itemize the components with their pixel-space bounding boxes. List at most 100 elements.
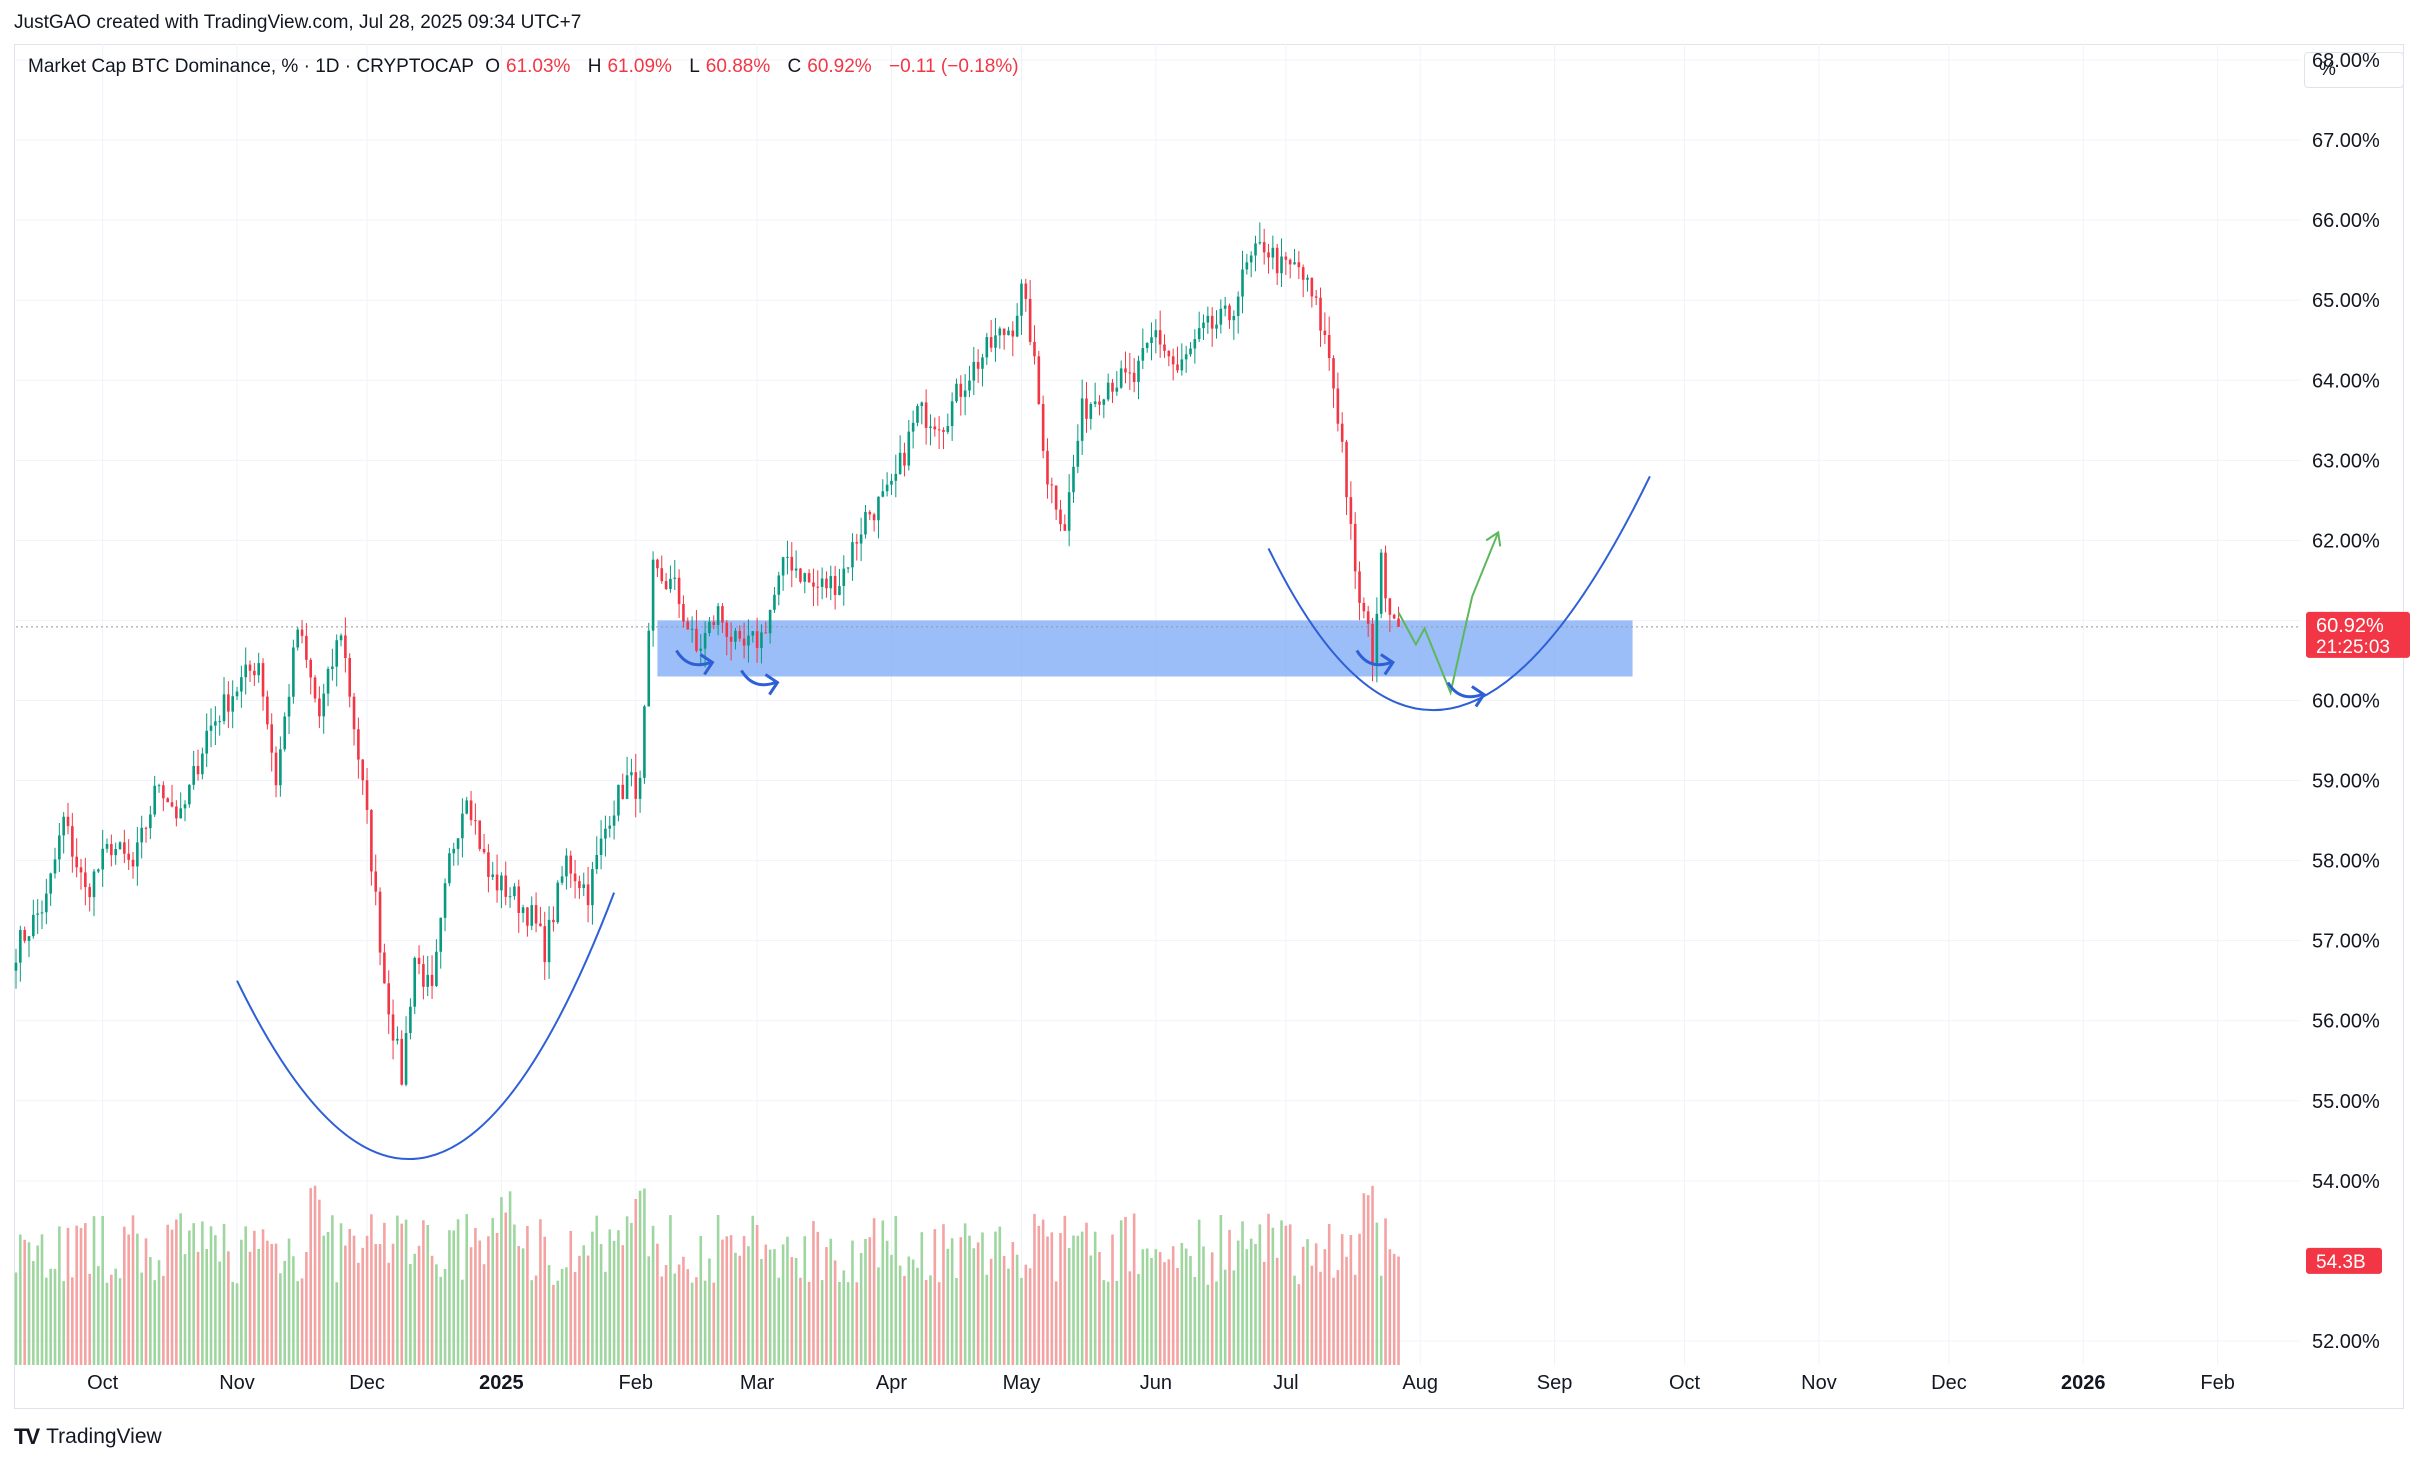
- candle-body: [747, 635, 750, 646]
- candle-body: [916, 406, 919, 423]
- volume-bar: [404, 1219, 408, 1365]
- volume-bar: [469, 1247, 473, 1365]
- candle-body: [1323, 330, 1327, 335]
- volume-bar: [422, 1220, 425, 1365]
- candle-body: [1379, 552, 1383, 614]
- candle-body: [201, 753, 204, 775]
- candle-body: [595, 854, 599, 870]
- candle-body: [348, 658, 352, 697]
- candle-body: [1089, 404, 1093, 419]
- candle-body: [695, 628, 698, 651]
- volume-bar: [1150, 1257, 1153, 1365]
- volume-bar: [630, 1222, 633, 1365]
- volume-bar: [725, 1236, 729, 1365]
- volume-bar: [1137, 1273, 1140, 1365]
- x-tick-label: Dec: [1931, 1372, 1967, 1394]
- candle-body: [1067, 492, 1071, 531]
- candle-body: [361, 759, 365, 781]
- volume-bar: [1397, 1256, 1400, 1365]
- volume-bar: [972, 1248, 976, 1365]
- volume-bar: [1180, 1242, 1184, 1365]
- volume-bar: [634, 1198, 638, 1365]
- percent-scale-button[interactable]: %: [2304, 52, 2404, 88]
- candle-body: [383, 952, 386, 984]
- candle-body: [1206, 315, 1210, 323]
- volume-bar: [586, 1255, 590, 1365]
- candle-body: [1171, 356, 1175, 365]
- candle-body: [604, 828, 607, 839]
- volume-bar: [526, 1225, 529, 1365]
- candle-body: [1072, 466, 1075, 493]
- volume-bar: [521, 1248, 525, 1365]
- candle-body: [920, 402, 924, 407]
- candle-body: [283, 716, 287, 750]
- y-tick-label: 60.00%: [2312, 690, 2380, 712]
- candle-body: [1102, 399, 1106, 405]
- candle-body: [1024, 283, 1028, 299]
- candle-body: [1349, 497, 1353, 524]
- projected-path: [1397, 531, 1500, 696]
- volume-bar: [1288, 1224, 1292, 1365]
- volume-bar: [127, 1234, 130, 1365]
- candle-body: [734, 630, 737, 642]
- y-tick-label: 57.00%: [2312, 931, 2380, 953]
- volume-bar: [963, 1223, 967, 1365]
- candle-body: [664, 581, 668, 590]
- volume-bar: [235, 1283, 239, 1365]
- candle-body: [660, 568, 664, 582]
- candle-body: [630, 772, 633, 776]
- volume-bar: [292, 1256, 295, 1365]
- volume-bar: [751, 1215, 755, 1365]
- volume-bar: [123, 1226, 126, 1365]
- candle-body: [816, 586, 820, 588]
- candle-body: [894, 473, 898, 481]
- candle-body: [703, 633, 707, 649]
- x-tick-label: Feb: [619, 1372, 653, 1394]
- candle-body: [539, 923, 542, 927]
- volume-bar: [335, 1282, 339, 1365]
- volume-bar: [400, 1223, 404, 1365]
- candle-body: [976, 362, 980, 369]
- candle-body: [677, 577, 681, 605]
- volume-bar: [578, 1255, 581, 1365]
- volume-bar: [36, 1245, 39, 1365]
- volume-bar: [539, 1219, 542, 1365]
- candle-body: [166, 798, 169, 803]
- volume-bar: [166, 1224, 169, 1365]
- candle-body: [989, 337, 993, 348]
- candle-body: [452, 848, 456, 854]
- candle-body: [218, 721, 221, 723]
- volume-bar: [859, 1253, 863, 1365]
- volume-bar: [968, 1235, 971, 1365]
- volume-bar: [716, 1214, 720, 1365]
- candle-body: [1041, 404, 1045, 451]
- volume-bar: [950, 1238, 954, 1365]
- volume-bar: [547, 1265, 551, 1365]
- candle-body: [1306, 277, 1309, 280]
- volume-bar: [790, 1257, 794, 1365]
- candle-body: [235, 691, 239, 697]
- volume-bar: [777, 1277, 781, 1365]
- legend-change: −0.11 (−0.18%): [888, 56, 1019, 77]
- volume-bar: [1093, 1231, 1097, 1365]
- candle-body: [1366, 611, 1370, 624]
- volume-bar: [781, 1244, 785, 1365]
- candle-body: [1245, 262, 1249, 270]
- volume-bar: [981, 1232, 984, 1365]
- candle-body: [183, 804, 187, 809]
- volume-bar: [1046, 1236, 1049, 1365]
- volume-bar: [1184, 1248, 1188, 1365]
- volume-bar: [443, 1268, 447, 1365]
- candle-layer: [14, 222, 1400, 1087]
- volume-bar: [846, 1282, 850, 1365]
- legend-open-value: 61.03%: [506, 56, 571, 77]
- volume-bar: [1275, 1257, 1279, 1365]
- candle-body: [439, 917, 443, 952]
- volume-bar: [84, 1223, 87, 1365]
- candle-body: [287, 696, 291, 717]
- volume-bar: [734, 1252, 737, 1365]
- candle-body: [101, 848, 104, 870]
- candle-body: [864, 511, 867, 535]
- volume-bar: [942, 1224, 945, 1365]
